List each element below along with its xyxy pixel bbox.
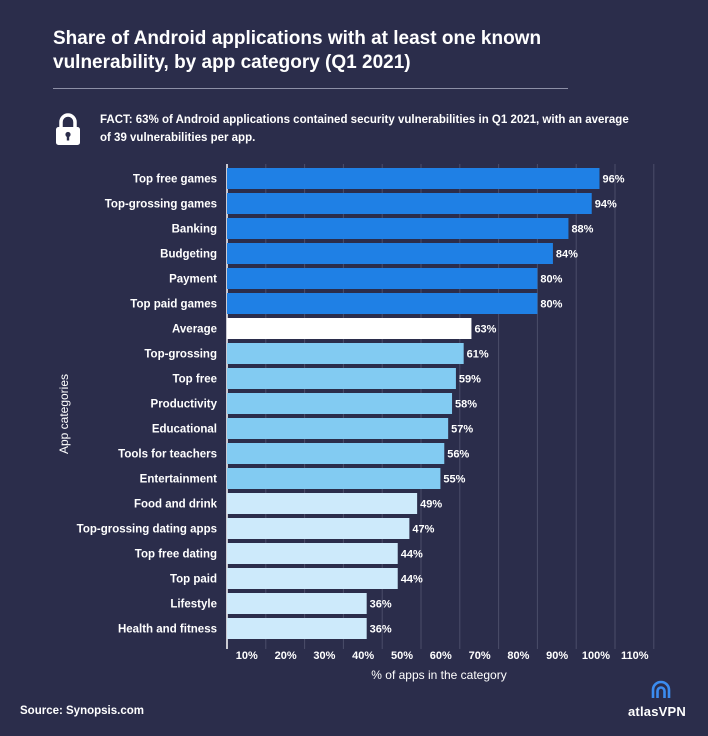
category-label: Top free bbox=[172, 374, 217, 386]
x-tick-label: 110% bbox=[621, 650, 649, 662]
data-label: 56% bbox=[447, 449, 469, 461]
data-label: 94% bbox=[595, 199, 617, 211]
category-label: Top-grossing games bbox=[105, 199, 217, 211]
category-label: Productivity bbox=[151, 399, 218, 411]
data-label: 36% bbox=[370, 624, 392, 636]
data-label: 80% bbox=[540, 299, 562, 311]
data-label: 63% bbox=[474, 324, 496, 336]
bar bbox=[227, 393, 453, 414]
brand-name: atlasVPN bbox=[628, 704, 686, 719]
x-tick-label: 10% bbox=[236, 650, 258, 662]
category-label: Entertainment bbox=[140, 474, 217, 486]
bar bbox=[227, 318, 472, 339]
category-label: Top paid games bbox=[130, 299, 217, 311]
category-label: Budgeting bbox=[160, 249, 217, 261]
bar bbox=[227, 468, 441, 489]
bar bbox=[227, 243, 553, 264]
data-label: 58% bbox=[455, 399, 477, 411]
atlasvpn-logo-icon bbox=[651, 680, 671, 698]
category-label: Lifestyle bbox=[170, 599, 217, 611]
x-tick-label: 100% bbox=[582, 650, 610, 662]
chart-title: Share of Android applications with at le… bbox=[53, 28, 542, 73]
category-label: Average bbox=[172, 324, 217, 336]
x-tick-label: 20% bbox=[275, 650, 297, 662]
data-label: 88% bbox=[571, 224, 593, 236]
x-tick-label: 80% bbox=[507, 650, 529, 662]
data-label: 36% bbox=[370, 599, 392, 611]
data-label: 44% bbox=[401, 574, 423, 586]
data-label: 44% bbox=[401, 549, 423, 561]
data-label: 57% bbox=[451, 424, 473, 436]
category-label: Educational bbox=[152, 424, 217, 436]
x-tick-label: 60% bbox=[430, 650, 452, 662]
data-label: 61% bbox=[467, 349, 489, 361]
x-tick-label: 30% bbox=[313, 650, 335, 662]
x-tick-label: 90% bbox=[546, 650, 568, 662]
category-label: Health and fitness bbox=[118, 624, 217, 636]
category-label: Top-grossing dating apps bbox=[77, 524, 217, 536]
bar bbox=[227, 593, 367, 614]
category-label: Top free dating bbox=[135, 549, 217, 561]
y-axis-title: App categories bbox=[57, 374, 71, 454]
x-tick-label: 40% bbox=[352, 650, 374, 662]
x-tick-label: 50% bbox=[391, 650, 413, 662]
category-label: Food and drink bbox=[134, 499, 218, 511]
data-label: 96% bbox=[602, 174, 624, 186]
category-label: Payment bbox=[169, 274, 217, 286]
source-text: Source: Synopsis.com bbox=[20, 705, 144, 717]
category-label: Tools for teachers bbox=[118, 449, 217, 461]
bar bbox=[227, 368, 456, 389]
bar bbox=[227, 293, 538, 314]
bar bbox=[227, 218, 569, 239]
bar bbox=[227, 493, 418, 514]
data-label: 84% bbox=[556, 249, 578, 261]
bar bbox=[227, 168, 600, 189]
bar bbox=[227, 518, 410, 539]
fact-text: FACT: 63% of Android applications contai… bbox=[100, 114, 629, 144]
data-label: 55% bbox=[443, 474, 465, 486]
category-label: Top-grossing bbox=[144, 349, 217, 361]
bar bbox=[227, 193, 592, 214]
bar bbox=[227, 418, 449, 439]
title-divider bbox=[53, 88, 568, 89]
bar bbox=[227, 568, 398, 589]
x-tick-label: 70% bbox=[469, 650, 491, 662]
data-label: 80% bbox=[540, 274, 562, 286]
bar bbox=[227, 543, 398, 564]
category-label: Banking bbox=[172, 224, 217, 236]
x-axis-title: % of apps in the category bbox=[371, 668, 506, 682]
data-label: 47% bbox=[412, 524, 434, 536]
bar bbox=[227, 268, 538, 289]
bar bbox=[227, 343, 464, 364]
lock-icon bbox=[56, 113, 80, 145]
bar bbox=[227, 443, 445, 464]
data-label: 59% bbox=[459, 374, 481, 386]
data-label: 49% bbox=[420, 499, 442, 511]
bar bbox=[227, 618, 367, 639]
category-label: Top paid bbox=[170, 574, 217, 586]
category-label: Top free games bbox=[133, 174, 217, 186]
